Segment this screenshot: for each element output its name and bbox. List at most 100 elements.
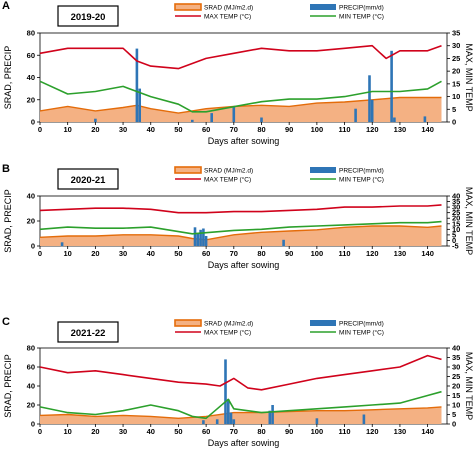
y-right-tick-label: 35 bbox=[452, 29, 460, 38]
precip-bar bbox=[370, 99, 374, 123]
y-right-tick-label: 35 bbox=[452, 197, 460, 206]
x-tick-label: 70 bbox=[230, 125, 238, 134]
season-label-box: 2019-20 bbox=[57, 5, 119, 27]
x-tick-label: 0 bbox=[38, 427, 42, 436]
precip-bar bbox=[362, 414, 366, 424]
precip-bar bbox=[423, 116, 427, 122]
x-axis-title: Days after sowing bbox=[208, 438, 280, 448]
panel-2021-22: C 2021-22 SRAD (MJ/m2.d) PRECIP(mm/d) MAX TE… bbox=[2, 316, 474, 448]
y-right-tick-label: 15 bbox=[452, 219, 460, 228]
y-right-tick-label: 40 bbox=[452, 344, 460, 353]
precip-bar bbox=[199, 229, 202, 247]
precip-bar bbox=[191, 119, 194, 122]
legend-label: SRAD (MJ/m2.d) bbox=[204, 5, 253, 12]
x-tick-label: 140 bbox=[421, 249, 434, 258]
y-right-tick-label: 30 bbox=[452, 203, 460, 212]
precip-bar bbox=[210, 113, 213, 122]
x-tick-label: 110 bbox=[339, 427, 351, 436]
precip-bar bbox=[393, 117, 396, 122]
x-tick-label: 70 bbox=[230, 249, 238, 258]
precip-bar bbox=[193, 227, 197, 247]
y-right-tick-label: 40 bbox=[452, 192, 460, 201]
y-right-tick-label: 5 bbox=[452, 410, 456, 419]
legend-label: PRECIP(mm/d) bbox=[339, 321, 384, 328]
y-left-tick-label: 20 bbox=[27, 95, 35, 104]
x-tick-label: 130 bbox=[394, 249, 407, 258]
x-tick-label: 40 bbox=[147, 249, 155, 258]
x-tick-label: 20 bbox=[91, 125, 99, 134]
x-tick-label: 140 bbox=[421, 427, 434, 436]
legend-swatch bbox=[310, 320, 336, 326]
x-tick-label: 50 bbox=[174, 427, 182, 436]
season-label: 2021-22 bbox=[71, 328, 106, 339]
season-label: 2020-21 bbox=[71, 175, 107, 186]
x-tick-label: 10 bbox=[64, 427, 72, 436]
y-right-tick-label: 35 bbox=[452, 353, 460, 362]
y-right-tick-label: 20 bbox=[452, 214, 460, 223]
x-tick-label: 110 bbox=[339, 249, 351, 258]
precip-bar bbox=[232, 106, 236, 122]
season-box-frame bbox=[57, 321, 119, 343]
precip-bar bbox=[368, 75, 371, 122]
max-temp-line bbox=[39, 354, 442, 391]
y-left-tick-label: 0 bbox=[31, 118, 35, 127]
srad-area bbox=[40, 226, 442, 246]
y-left-tick-label: 80 bbox=[27, 29, 35, 38]
x-tick-label: 120 bbox=[366, 249, 379, 258]
season-box-frame bbox=[57, 5, 119, 27]
season-box-frame bbox=[57, 168, 119, 190]
x-tick-label: 80 bbox=[257, 125, 265, 134]
max-temp-line bbox=[39, 204, 442, 214]
legend-label: MAX TEMP (°C) bbox=[204, 176, 251, 184]
y-right-tick-label: 10 bbox=[452, 92, 460, 101]
x-tick-label: 0 bbox=[38, 125, 42, 134]
precip-bar bbox=[390, 50, 393, 122]
x-tick-label: 110 bbox=[339, 125, 351, 134]
x-tick-label: 0 bbox=[38, 249, 42, 258]
y-right-tick-label: 25 bbox=[452, 54, 460, 63]
x-tick-label: 50 bbox=[174, 125, 182, 134]
x-tick-label: 30 bbox=[119, 249, 127, 258]
y-right-axis-title: MAX, MIN TEMP bbox=[464, 352, 474, 420]
y-left-tick-label: 40 bbox=[27, 73, 35, 82]
precip-bar bbox=[354, 108, 357, 122]
panel-letter: B bbox=[2, 163, 10, 175]
srad-line bbox=[39, 406, 442, 420]
y-right-tick-label: 0 bbox=[452, 118, 456, 127]
legend-label: PRECIP(mm/d) bbox=[339, 5, 384, 12]
precip-bar bbox=[94, 118, 97, 122]
legend-swatch bbox=[310, 167, 336, 173]
y-right-tick-label: 20 bbox=[452, 67, 460, 76]
x-tick-label: 60 bbox=[202, 249, 210, 258]
x-tick-label: 70 bbox=[230, 427, 238, 436]
precip-bar bbox=[282, 239, 285, 247]
y-left-tick-label: 0 bbox=[31, 242, 35, 251]
legend-label: SRAD (MJ/m2.d) bbox=[204, 321, 253, 328]
legend-label: MIN TEMP (°C) bbox=[339, 176, 384, 184]
x-tick-label: 40 bbox=[147, 125, 155, 134]
season-label-box: 2020-21 bbox=[57, 168, 119, 190]
y-left-tick-label: 80 bbox=[27, 344, 35, 353]
y-right-tick-label: 10 bbox=[452, 401, 460, 410]
y-right-tick-label: -5 bbox=[452, 242, 459, 251]
min-temp-line bbox=[39, 80, 442, 113]
x-tick-label: 60 bbox=[202, 427, 210, 436]
panel-2019-20: A 2019-20 SRAD (MJ/m2.d) PRECIP(mm/d) MAX TE… bbox=[2, 0, 474, 146]
x-tick-label: 10 bbox=[64, 125, 72, 134]
legend-label: MAX TEMP (°C) bbox=[204, 329, 251, 337]
legend-label: MAX TEMP (°C) bbox=[204, 13, 251, 21]
y-left-tick-label: 40 bbox=[27, 192, 35, 201]
panel-2020-21: B 2020-21 SRAD (MJ/m2.d) PRECIP(mm/d) MAX TE… bbox=[2, 163, 474, 270]
y-right-tick-label: 30 bbox=[452, 363, 460, 372]
legend: SRAD (MJ/m2.d) PRECIP(mm/d) MAX TEMP (°C) M… bbox=[174, 319, 384, 337]
srad-line bbox=[39, 225, 442, 241]
x-tick-label: 20 bbox=[91, 427, 99, 436]
x-tick-label: 100 bbox=[311, 427, 324, 436]
precip-bar bbox=[224, 359, 227, 424]
y-left-tick-label: 40 bbox=[27, 382, 35, 391]
x-tick-label: 40 bbox=[147, 427, 155, 436]
y-right-tick-label: 15 bbox=[452, 391, 460, 400]
x-tick-label: 90 bbox=[285, 249, 293, 258]
legend-swatch bbox=[174, 166, 202, 174]
